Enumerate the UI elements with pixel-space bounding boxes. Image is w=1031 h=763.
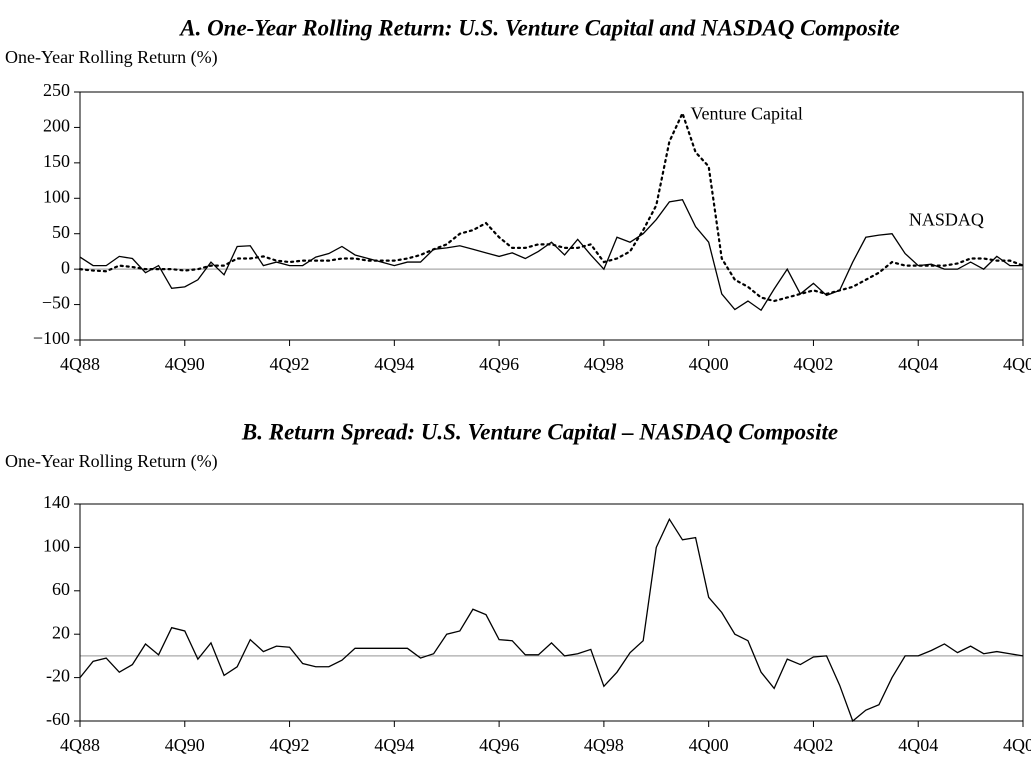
y-tick-label: −50 <box>42 293 70 313</box>
x-tick-label: 4Q90 <box>165 735 205 755</box>
x-tick-label: 4Q02 <box>793 354 833 374</box>
y-tick-label: 60 <box>52 579 70 599</box>
y-tick-label: 150 <box>43 151 70 171</box>
y-tick-label: −100 <box>33 328 70 348</box>
chart-title: A. One-Year Rolling Return: U.S. Venture… <box>178 15 900 40</box>
y-axis-label: One-Year Rolling Return (%) <box>5 47 218 68</box>
x-tick-label: 4Q96 <box>479 354 519 374</box>
x-tick-label: 4Q04 <box>898 735 938 755</box>
series-label: Venture Capital <box>690 103 802 123</box>
y-tick-label: 250 <box>43 80 70 100</box>
x-tick-label: 4Q98 <box>584 735 624 755</box>
x-tick-label: 4Q00 <box>689 354 729 374</box>
chart-title: B. Return Spread: U.S. Venture Capital –… <box>241 419 838 444</box>
x-tick-label: 4Q92 <box>270 735 310 755</box>
y-tick-label: 20 <box>52 622 70 642</box>
x-tick-label: 4Q96 <box>479 735 519 755</box>
y-tick-label: 0 <box>61 257 70 277</box>
x-tick-label: 4Q94 <box>374 354 414 374</box>
series-label: NASDAQ <box>909 209 984 229</box>
y-tick-label: 200 <box>43 116 70 136</box>
plot-frame <box>79 503 1024 722</box>
x-tick-label: 4Q88 <box>60 735 100 755</box>
y-tick-label: 100 <box>43 536 70 556</box>
x-tick-label: 4Q04 <box>898 354 938 374</box>
y-tick-label: -60 <box>46 709 70 729</box>
x-tick-label: 4Q94 <box>374 735 414 755</box>
x-tick-label: 4Q00 <box>689 735 729 755</box>
x-tick-label: 4Q02 <box>793 735 833 755</box>
y-tick-label: 140 <box>43 492 70 512</box>
y-tick-label: -20 <box>46 666 70 686</box>
x-tick-label: 4Q90 <box>165 354 205 374</box>
x-tick-label: 4Q98 <box>584 354 624 374</box>
y-tick-label: 50 <box>52 222 70 242</box>
x-tick-label: 4Q06 <box>1003 354 1031 374</box>
plot-frame <box>79 91 1024 341</box>
y-axis-label: One-Year Rolling Return (%) <box>5 451 218 472</box>
line <box>79 198 1023 312</box>
y-tick-label: 100 <box>43 186 70 206</box>
line <box>78 110 1025 303</box>
x-tick-label: 4Q92 <box>270 354 310 374</box>
x-tick-label: 4Q06 <box>1003 735 1031 755</box>
x-tick-label: 4Q88 <box>60 354 100 374</box>
line <box>79 517 1024 723</box>
